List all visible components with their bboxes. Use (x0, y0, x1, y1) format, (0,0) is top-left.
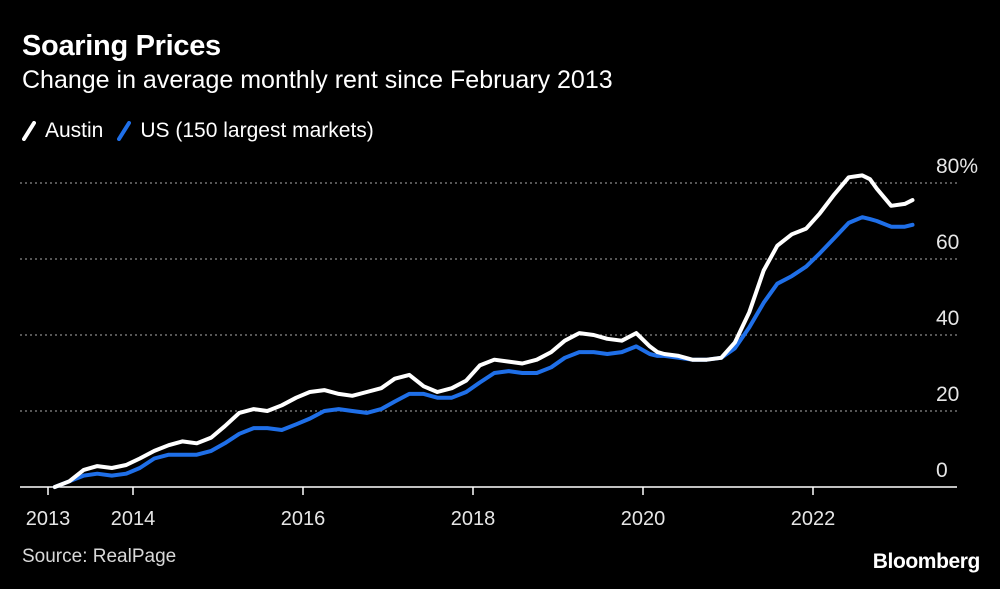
series-line-us (52, 215, 915, 489)
legend-swatch-us (117, 121, 132, 141)
x-tick-label-2: 2016 (281, 508, 326, 530)
x-tick-label-5: 2022 (791, 508, 836, 530)
legend-label-austin: Austin (45, 119, 104, 142)
x-tick-label-1: 2014 (111, 508, 156, 530)
x-tick-label-0: 2013 (26, 508, 71, 530)
chart-subtitle: Change in average monthly rent since Feb… (22, 66, 613, 94)
legend-item-austin: Austin (22, 119, 103, 143)
brand-logo-text: Bloomberg (872, 550, 981, 573)
source-note: Source: RealPage (22, 546, 177, 567)
y-tick-label-0: 0 (936, 459, 948, 482)
x-tick-label-4: 2020 (621, 508, 666, 530)
y-tick-label-3: 60 (936, 231, 959, 254)
legend-label-us: US (150 largest markets) (140, 119, 374, 142)
series-line-austin (52, 173, 915, 489)
y-tick-label-1: 20 (936, 383, 959, 406)
legend-item-us: US (150 largest markets) (117, 119, 374, 143)
legend-swatch-austin (22, 121, 36, 141)
chart-title: Soaring Prices (22, 30, 221, 62)
y-tick-label-4: 80% (936, 155, 978, 178)
legend: Austin US (150 largest markets) (22, 119, 388, 143)
y-tick-label-2: 40 (936, 307, 959, 330)
x-tick-label-3: 2018 (451, 508, 496, 530)
